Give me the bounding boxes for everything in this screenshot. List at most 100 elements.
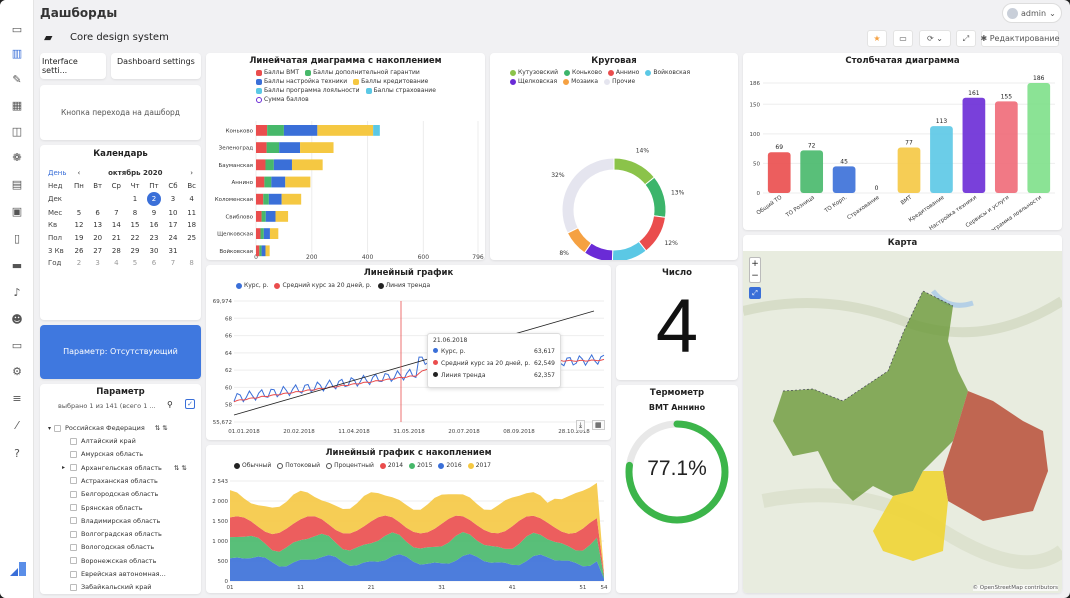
calendar-day[interactable]: 20 <box>93 234 103 243</box>
tab-interface-settings[interactable]: Interface setti... <box>40 53 106 79</box>
checkbox[interactable] <box>70 530 77 538</box>
param-button[interactable]: Параметр: Отсутствующий <box>40 325 201 379</box>
checkbox[interactable] <box>70 504 77 511</box>
legend-item[interactable]: Средний курс за 20 дней, р. <box>274 282 372 289</box>
calendar-day[interactable]: 28 <box>111 246 121 255</box>
calendar-day[interactable]: 22 <box>130 234 140 243</box>
calendar-day[interactable]: 8 <box>189 259 194 268</box>
calendar-day[interactable]: 21 <box>111 234 121 243</box>
checkbox[interactable] <box>70 570 77 578</box>
chart-icon[interactable]: ▥ <box>11 47 23 60</box>
legend-item[interactable]: Щелковская <box>510 78 557 85</box>
legend-item[interactable]: 2016 <box>438 462 462 469</box>
checkbox[interactable] <box>70 517 77 525</box>
calendar-day[interactable]: 24 <box>168 234 178 243</box>
tree-item[interactable]: Белгородская область <box>62 490 158 498</box>
tree-item[interactable]: Воронежская область <box>62 557 156 565</box>
zoom-out-button[interactable]: − <box>751 271 759 281</box>
calendar-day[interactable] <box>70 192 89 206</box>
palette-icon[interactable]: ❁ <box>12 151 22 164</box>
select-all-checkbox[interactable]: ✓ <box>185 399 195 409</box>
calendar-day[interactable]: 27 <box>93 246 103 255</box>
tree-item[interactable]: Вологодская область <box>62 543 154 551</box>
legend-item[interactable]: Войковская <box>645 69 690 76</box>
tree-root[interactable]: ▾ Российская Федерация ⇅ ⇅ <box>48 424 168 432</box>
calendar-day[interactable]: 23 <box>149 234 159 243</box>
sort-icon[interactable]: ⇅ ⇅ <box>154 424 168 432</box>
legend-item[interactable]: Прочие <box>604 78 635 85</box>
legend-item[interactable]: Баллы страхование <box>365 87 436 94</box>
bell-icon[interactable]: ♪ <box>13 286 21 299</box>
legend-item[interactable]: Баллы настройка техники <box>256 78 347 85</box>
checkbox[interactable] <box>70 490 77 498</box>
download-icon[interactable]: ⤓ <box>576 420 586 431</box>
tree-item[interactable]: Астраханская область <box>62 477 158 485</box>
calendar-view-7[interactable]: Год <box>48 259 62 268</box>
zoom-in-button[interactable]: + <box>751 259 759 269</box>
calendar-view-5[interactable]: Пол <box>48 234 63 243</box>
checkbox[interactable] <box>70 543 77 551</box>
map-canvas[interactable] <box>743 251 1062 593</box>
tree-item[interactable]: Брянская область <box>62 504 143 512</box>
fullscreen-button[interactable]: ⤢ <box>956 30 976 47</box>
calendar-day[interactable] <box>88 192 107 206</box>
calendar-day[interactable]: 2 <box>144 192 163 207</box>
calendar-icon[interactable]: ▣ <box>11 205 23 218</box>
calendar-day[interactable]: 15 <box>130 221 140 230</box>
fullscreen-map-icon[interactable]: ⤢ <box>749 287 761 299</box>
legend-item[interactable]: Баллы ВМТ <box>256 69 299 76</box>
calendar-day[interactable]: 16 <box>149 221 159 230</box>
caret-right-icon[interactable]: ▸ <box>62 464 66 472</box>
checkbox[interactable] <box>70 464 77 472</box>
legend-item[interactable]: Курс, р. <box>236 282 268 289</box>
checkbox[interactable] <box>70 583 77 591</box>
checkbox[interactable] <box>70 450 77 458</box>
calendar-view-1[interactable]: Нед <box>48 182 63 191</box>
sort-icon[interactable]: ⇅ ⇅ <box>173 463 187 472</box>
database-icon[interactable]: ▤ <box>11 178 23 191</box>
legend-item[interactable]: Обычный <box>234 462 271 469</box>
calendar-day[interactable]: 7 <box>114 208 119 217</box>
region-red[interactable] <box>943 391 1048 521</box>
calendar-day[interactable]: 12 <box>74 221 84 230</box>
settings-icon[interactable]: ⚙ <box>12 365 22 378</box>
calendar-day[interactable]: 18 <box>187 221 197 230</box>
region-yellow[interactable] <box>873 471 948 561</box>
selected-day[interactable]: 2 <box>146 192 161 207</box>
checkbox[interactable] <box>54 424 62 432</box>
calendar-day[interactable]: 29 <box>130 246 140 255</box>
calendar-day[interactable]: 19 <box>74 234 84 243</box>
calendar-view-4[interactable]: Кв <box>48 221 58 230</box>
nav-button-card[interactable]: Кнопка перехода на дашборд <box>40 85 201 140</box>
legend-item[interactable]: 2015 <box>409 462 432 469</box>
calendar-day[interactable]: 13 <box>93 221 103 230</box>
tree-item[interactable]: Волгоградская область <box>62 530 162 538</box>
tree-item[interactable]: Еврейская автономная... <box>62 570 166 578</box>
calendar-view-0[interactable]: День <box>48 169 67 178</box>
calendar-day[interactable]: 31 <box>168 246 178 255</box>
legend-item[interactable]: Сумма баллов <box>256 96 309 103</box>
calendar-next-icon[interactable]: › <box>190 169 194 178</box>
calendar-day[interactable]: 6 <box>151 259 157 268</box>
calendar-day[interactable]: 4 <box>189 195 194 204</box>
legend-item[interactable]: Аннино <box>607 69 639 76</box>
checkbox[interactable] <box>70 437 77 445</box>
folder-icon[interactable]: ▰ <box>44 31 53 44</box>
tree-item[interactable]: Владимирская область <box>62 517 160 525</box>
columns-icon[interactable]: ◫ <box>11 125 23 138</box>
tab-dashboard-settings[interactable]: Dashboard settings <box>111 53 201 79</box>
calendar-day[interactable]: 26 <box>74 246 84 255</box>
legend-item[interactable]: Процентный <box>326 462 374 469</box>
legend-item[interactable]: 2014 <box>379 462 403 469</box>
calendar-day[interactable]: 9 <box>151 208 157 217</box>
calendar-day[interactable] <box>182 244 201 257</box>
caret-down-icon[interactable]: ▾ <box>48 424 52 432</box>
legend-item[interactable]: Кутузовский <box>510 69 558 76</box>
edit-icon[interactable]: ✎ <box>12 73 22 86</box>
calendar-day[interactable]: 30 <box>149 246 159 255</box>
tree-item[interactable]: Амурская область <box>62 450 143 458</box>
brush-icon[interactable]: ⁄ <box>16 419 18 432</box>
calendar-day[interactable]: 8 <box>132 208 138 217</box>
calendar-view-3[interactable]: Мес <box>48 208 63 217</box>
tree-item[interactable]: Алтайский край <box>62 437 136 445</box>
